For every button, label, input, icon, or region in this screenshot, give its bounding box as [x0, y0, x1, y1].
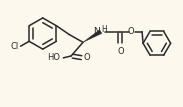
Text: O: O	[128, 27, 135, 36]
Text: N: N	[93, 27, 100, 36]
Text: O: O	[117, 47, 124, 56]
Text: O: O	[84, 53, 90, 62]
Text: H: H	[102, 25, 107, 34]
Text: HO: HO	[47, 53, 60, 62]
Polygon shape	[83, 30, 102, 42]
Text: Cl: Cl	[10, 42, 19, 51]
